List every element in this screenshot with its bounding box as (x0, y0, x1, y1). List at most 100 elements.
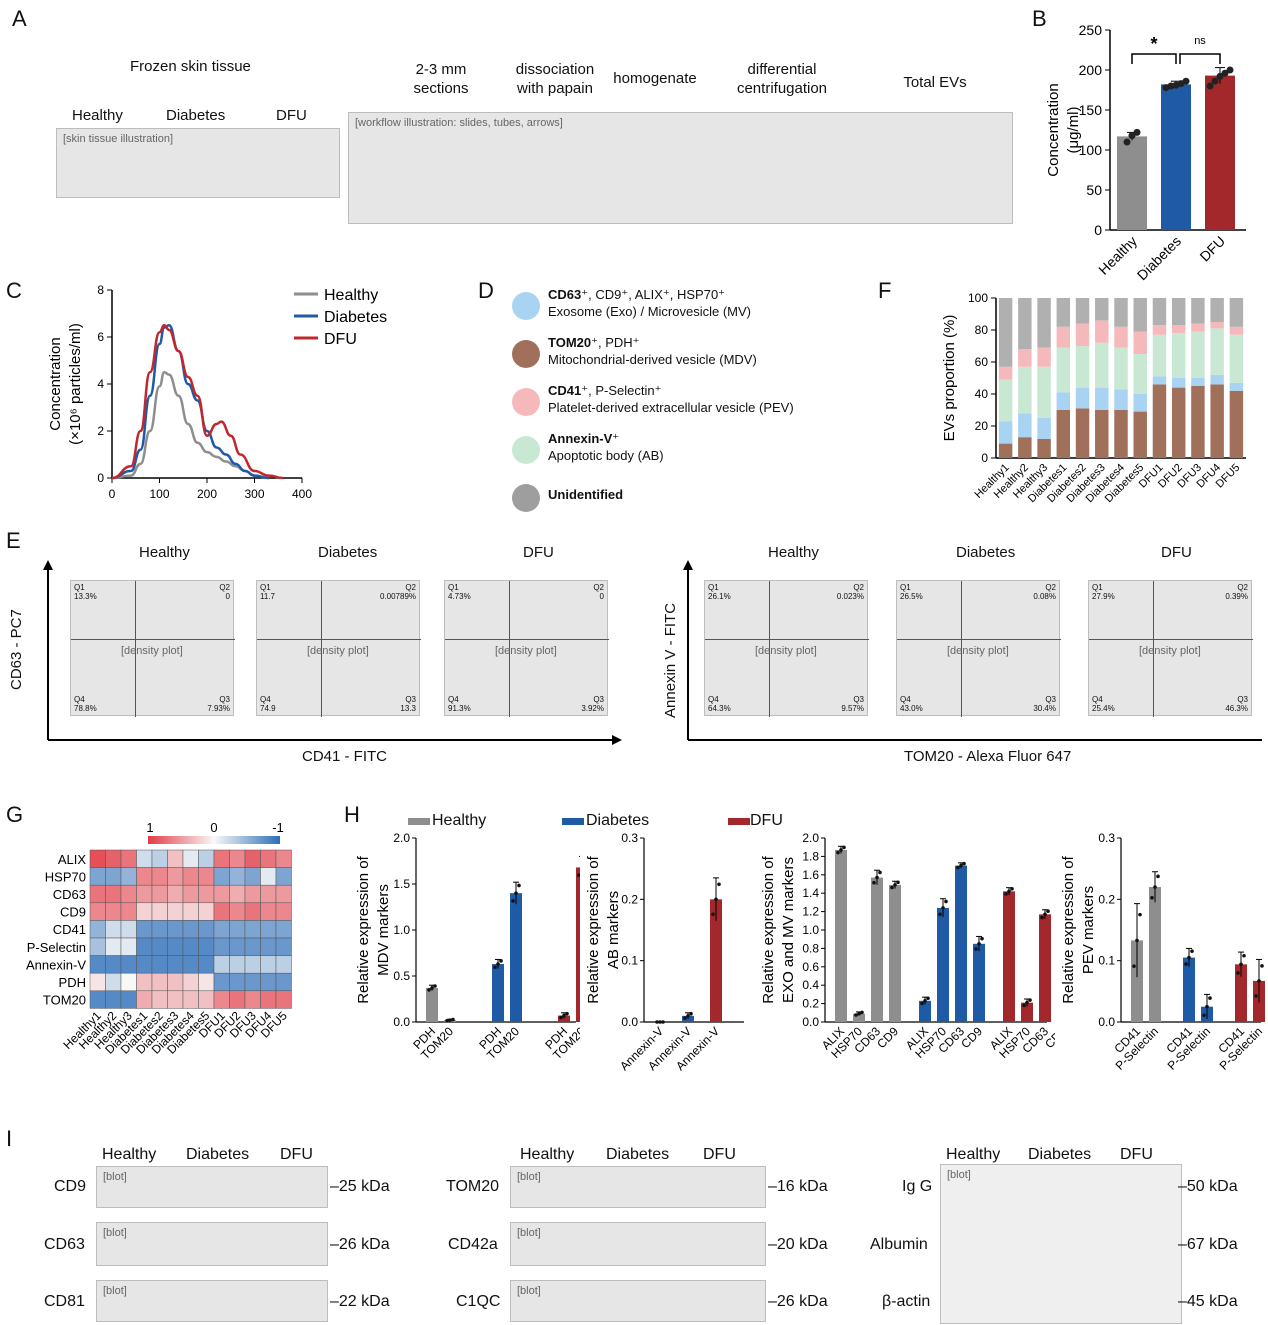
chartH1-point (511, 899, 515, 903)
chartH3-ytick-label: 0.8 (802, 941, 819, 955)
f-stack-segment (1075, 408, 1090, 458)
quadrant-label-q4: Q4 78.8% (74, 695, 97, 713)
g-colorbar (148, 836, 280, 844)
i1-kda-2-value: 22 kDa (338, 1293, 390, 1310)
f-stack-segment (1095, 320, 1109, 343)
legend-line2-mdv: Mitochondrial-derived vesicle (MDV) (548, 352, 757, 367)
chartH1-point (427, 988, 431, 992)
step-centrifugation: differential centrifugation (736, 61, 828, 97)
i1-group-healthy: Healthy (102, 1146, 157, 1163)
legend-rest-exo-mv: ⁺, CD9⁺, ALIX⁺, HSP70⁺ (581, 287, 726, 302)
g-heatmap-cell (198, 867, 215, 886)
chartH3-point (959, 863, 963, 868)
g-heatmap-cell (229, 867, 246, 886)
g-heatmap-cell (229, 955, 246, 974)
chartH4-point (1187, 955, 1191, 960)
chartH3-bar (937, 907, 949, 1022)
b-category-label: Diabetes (1134, 233, 1184, 283)
e-left-title-diabetes: Diabetes (318, 544, 378, 561)
quadrant-label-q4: Q4 74.9 (260, 695, 276, 713)
g-heatmap-cell (275, 849, 292, 868)
c-xtick-label: 300 (244, 487, 264, 501)
flow-plot: Q1 26.1% Q2 0.023% Q3 9.57% Q4 64.3% [densit… (704, 580, 869, 717)
g-heatmap-cell (105, 884, 122, 904)
chartH3-bar (871, 877, 883, 1022)
e-right-title-dfu: DFU (1161, 544, 1192, 561)
i2-group-dfu: DFU (703, 1146, 736, 1163)
g-heatmap-cell (182, 920, 199, 939)
step-total-evs: Total EVs (903, 74, 967, 91)
f-stack-segment (1018, 366, 1032, 414)
gate-line-vertical (509, 581, 510, 717)
i2-kda-2-value: 26 kDa (776, 1293, 828, 1310)
quadrant-label-q1: Q1 13.3% (74, 583, 97, 601)
f-stack-segment (1210, 322, 1224, 329)
chartH2-ytick-label: 0.2 (621, 892, 638, 906)
f-stack-segment (1114, 347, 1128, 390)
e-right-xlabel: TOM20 - Alexa Fluor 647 (904, 748, 1072, 765)
f-stack-segment (1133, 411, 1147, 458)
g-colorbar-mid: 0 (210, 820, 217, 835)
f-stack-segment (1229, 390, 1244, 458)
i2-blot-0: [blot] (510, 1166, 766, 1208)
chartH3-point (890, 885, 894, 890)
f-stack-segment (1191, 298, 1205, 324)
chartH2-ytick-label: 0.0 (621, 1015, 638, 1029)
chartH4-point (1190, 949, 1194, 953)
b-ytick-label: 0 (1094, 222, 1102, 238)
chartH3-ytick-label: 1.6 (802, 868, 819, 882)
h-legend-swatch-diabetes (562, 818, 584, 825)
i1-kda-2: –22 kDa (330, 1293, 390, 1310)
quadrant-label-q3: Q3 3.92% (581, 695, 604, 713)
g-heatmap-cell (151, 972, 168, 992)
chartH3-ylabel: Relative expression of EXO and MV markers (760, 855, 797, 1003)
g-heatmap-cell (167, 937, 184, 956)
c-legend-label: DFU (324, 331, 357, 348)
g-row-label: CD63 (53, 887, 86, 902)
g-heatmap-cell (229, 990, 246, 1009)
f-stack-segment (1133, 331, 1147, 354)
i2-kda-1: –20 kDa (768, 1236, 828, 1253)
i2-kda-2: –26 kDa (768, 1293, 828, 1310)
g-heatmap-cell (105, 902, 122, 921)
chartH4-point (1156, 874, 1160, 879)
g-row-label: TOM20 (43, 993, 86, 1008)
chartH3-point (974, 947, 978, 951)
flow-plot-placeholder-caption: [density plot] (1139, 645, 1201, 657)
chartH3-bar (889, 884, 901, 1022)
i2-blot-1: [blot] (510, 1222, 766, 1266)
g-heatmap-cell (120, 902, 137, 921)
g-heatmap-cell (167, 867, 184, 886)
chart-h2: 0.0 0.1 0.2 0.3 Relative expression of AB mar… (585, 831, 744, 1073)
c-xtick-label: 200 (197, 487, 217, 501)
chartH3-bar (955, 865, 967, 1022)
g-heatmap-cell (182, 937, 199, 956)
chartH1-ytick-label: 2.0 (393, 831, 410, 845)
gate-line-horizontal (705, 639, 869, 640)
chartH1-ytick-label: 1.5 (393, 877, 410, 891)
gate-line-horizontal (445, 639, 609, 640)
chartH3-point (1046, 909, 1050, 913)
legend-mdv: TOM20⁺, PDH⁺ Mitochondrial-derived vesicl… (512, 334, 812, 374)
i1-kda-0: –25 kDa (330, 1178, 390, 1195)
g-heatmap-cell (136, 867, 153, 886)
chartH3-ytick-label: 1.4 (802, 886, 819, 900)
chartH1-point (559, 1015, 563, 1020)
chartH4-point (1236, 971, 1240, 975)
f-stack-segment (1095, 342, 1109, 388)
g-heatmap-cell (213, 955, 230, 974)
i1-band-label-1: CD63 (44, 1236, 85, 1253)
panel-label-f: F (878, 278, 892, 303)
g-heatmap-cell (275, 867, 292, 886)
b-sig-bracket (1131, 53, 1177, 64)
chartH2-ytick-label: 0.1 (621, 954, 638, 968)
quadrant-label-q1: Q1 26.1% (708, 583, 731, 601)
g-heatmap-cell (151, 849, 168, 868)
b-bar (1205, 75, 1235, 230)
f-stack-segment (1075, 323, 1090, 346)
chartH3-point (893, 883, 897, 887)
i1-band-label-2: CD81 (44, 1293, 85, 1310)
chartH2-point (689, 1011, 693, 1016)
chartH4-point (1150, 896, 1154, 900)
